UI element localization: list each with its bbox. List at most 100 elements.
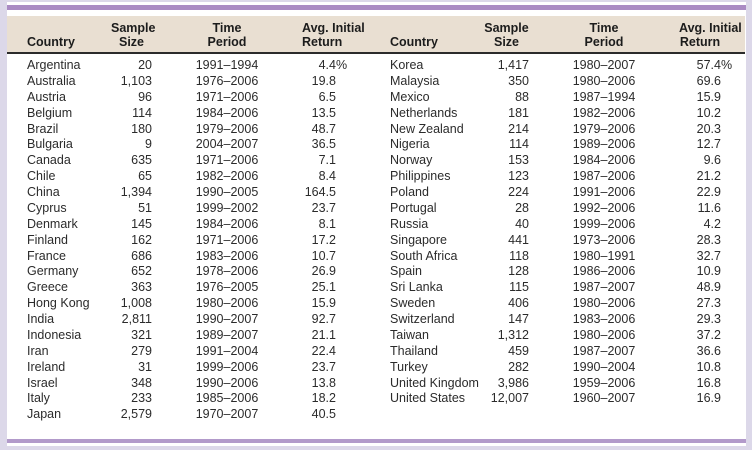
header-label: Avg. Initial <box>679 21 742 35</box>
avg-initial-return-cell: 4.2 <box>703 216 721 231</box>
sample-size-cell: 459 <box>508 343 529 358</box>
sample-size-cell: 114 <box>509 137 529 152</box>
avg-initial-return-cell: 32.7 <box>696 248 721 263</box>
table-row: Israel 348 1990–2006 13.8 United Kingdom 3,98… <box>7 376 745 392</box>
country-cell: Germany <box>27 264 79 279</box>
avg-initial-return-cell: 10.2 <box>696 105 721 120</box>
avg-initial-return-cell: 48.9 <box>696 280 721 295</box>
header-label: Return <box>302 35 343 49</box>
sample-size-cell: 3,986 <box>497 375 529 390</box>
filler-cell <box>721 106 745 122</box>
filler-cell <box>721 53 745 74</box>
sample-size-cell: 31 <box>138 359 152 374</box>
time-period-cell: 1978–2006 <box>195 264 259 279</box>
table-row: Iran 279 1991–2004 22.4 Thailand 459 1987–2007… <box>7 344 745 360</box>
country-cell <box>336 407 484 423</box>
sample-size-cell: 233 <box>131 391 152 406</box>
header-label: Sample <box>484 21 529 35</box>
header-label: Period <box>584 35 624 49</box>
avg-initial-return-cell: 40.5 <box>311 407 336 422</box>
header-label: Period <box>207 35 247 49</box>
sample-size-cell: 214 <box>508 121 529 136</box>
avg-initial-return-cell: 15.9 <box>696 89 721 104</box>
time-period-cell: 1984–2006 <box>572 153 636 168</box>
country-cell: Argentina <box>27 58 81 72</box>
header-filler <box>721 16 745 54</box>
table-panel: Country Sample Size Time Period Avg. Ini… <box>7 2 746 446</box>
avg-initial-return-cell: 8.4 <box>318 169 336 184</box>
country-cell: Nigeria <box>390 137 430 152</box>
sample-size-cell: 1,394 <box>120 185 152 199</box>
filler-cell <box>721 360 745 376</box>
country-cell: Ireland <box>27 359 66 374</box>
country-cell: Iran <box>27 343 49 358</box>
country-cell: Netherlands <box>390 105 458 120</box>
time-period-cell: 1971–2006 <box>195 232 259 247</box>
time-period-cell: 1999–2006 <box>572 216 636 231</box>
sample-size-cell: 118 <box>509 248 529 263</box>
filler-cell <box>721 264 745 280</box>
country-cell: Belgium <box>27 105 73 120</box>
country-cell: Hong Kong <box>27 296 90 311</box>
sample-size-cell: 145 <box>131 216 152 231</box>
top-purple-rule <box>7 5 746 10</box>
sample-size-cell: 348 <box>131 375 152 390</box>
sample-size-cell: 321 <box>131 327 152 342</box>
avg-initial-return-cell: 29.3 <box>696 312 721 326</box>
avg-initial-return-cell: 6.5 <box>318 89 336 104</box>
time-period-cell: 1980–2006 <box>572 73 636 88</box>
header-avg-initial-return-right: Avg. Initial Return <box>679 16 742 54</box>
country-cell: Taiwan <box>390 327 429 342</box>
country-cell: Spain <box>390 264 422 279</box>
avg-initial-return-cell <box>679 407 721 423</box>
country-cell: France <box>27 248 66 263</box>
table-row: Austria 96 1971–2006 6.5 Mexico 88 1987–1994 15… <box>7 90 745 106</box>
avg-initial-return-cell: 26.9 <box>311 264 336 279</box>
time-period-cell <box>529 407 679 423</box>
bottom-purple-rule <box>7 439 746 443</box>
avg-initial-return-cell: 16.9 <box>696 391 721 406</box>
sample-size-cell: 279 <box>131 343 152 358</box>
sample-size-cell: 441 <box>508 232 529 247</box>
table-row: Finland 162 1971–2006 17.2 Singapore 441 1973–… <box>7 233 745 249</box>
sample-size-cell: 65 <box>138 169 152 184</box>
time-period-cell: 1989–2007 <box>195 327 259 342</box>
sample-size-cell: 350 <box>508 73 529 88</box>
avg-initial-return-cell: 69.6 <box>696 73 721 88</box>
avg-initial-return-cell: 92.7 <box>311 312 336 326</box>
filler-cell <box>721 137 745 153</box>
sample-size-cell: 635 <box>131 153 152 168</box>
header-country-left: Country <box>7 16 111 54</box>
table-row: Hong Kong 1,008 1980–2006 15.9 Sweden 406 1980… <box>7 296 745 312</box>
time-period-cell: 1971–2006 <box>195 89 259 104</box>
avg-initial-return-cell: 22.4 <box>311 343 336 358</box>
time-period-cell: 1987–2007 <box>572 343 636 358</box>
table-row: Japan 2,579 1970–2007 40.5 <box>7 407 745 423</box>
time-period-cell: 1992–2006 <box>572 200 636 215</box>
avg-initial-return-cell: 12.7 <box>696 137 721 152</box>
header-label: Size <box>493 35 519 49</box>
filler-cell <box>721 201 745 217</box>
country-cell: Japan <box>27 407 62 422</box>
time-period-cell: 1990–2005 <box>195 185 259 199</box>
avg-initial-return-cell: 23.7 <box>311 200 336 215</box>
table-row: Indonesia 321 1989–2007 21.1 Taiwan 1,312 1980… <box>7 328 745 344</box>
avg-initial-return-cell: 18.2 <box>311 391 336 406</box>
filler-cell <box>721 280 745 296</box>
table-row: Australia 1,103 1976–2006 19.8 Malaysia 350 19… <box>7 74 745 90</box>
avg-initial-return-cell: 164.5 <box>304 185 336 199</box>
time-period-cell: 1990–2006 <box>195 375 259 390</box>
sample-size-cell: 20 <box>138 58 152 72</box>
table-row: Italy 233 1985–2006 18.2 United States 12,007… <box>7 391 745 407</box>
avg-initial-return-cell: 8.1 <box>318 216 336 231</box>
table-row: Chile 65 1982–2006 8.4 Philippines 123 1987–20… <box>7 169 745 185</box>
country-cell: Poland <box>390 185 429 199</box>
header-avg-initial-return-left: Avg. Initial Return <box>302 16 365 54</box>
header-label: Country <box>27 35 75 49</box>
header-sample-size-right: Sample Size <box>484 16 529 54</box>
country-cell: United Kingdom <box>390 375 479 390</box>
sample-size-cell: 181 <box>508 105 529 120</box>
time-period-cell: 1970–2007 <box>195 407 259 422</box>
filler-cell <box>721 328 745 344</box>
time-period-cell: 1980–2006 <box>195 296 259 311</box>
